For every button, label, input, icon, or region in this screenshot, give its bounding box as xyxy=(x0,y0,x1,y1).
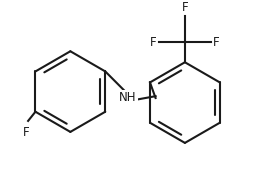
Text: F: F xyxy=(182,1,188,14)
Text: NH: NH xyxy=(119,92,137,105)
Text: F: F xyxy=(213,36,220,49)
Text: F: F xyxy=(23,126,30,139)
Text: F: F xyxy=(150,36,157,49)
